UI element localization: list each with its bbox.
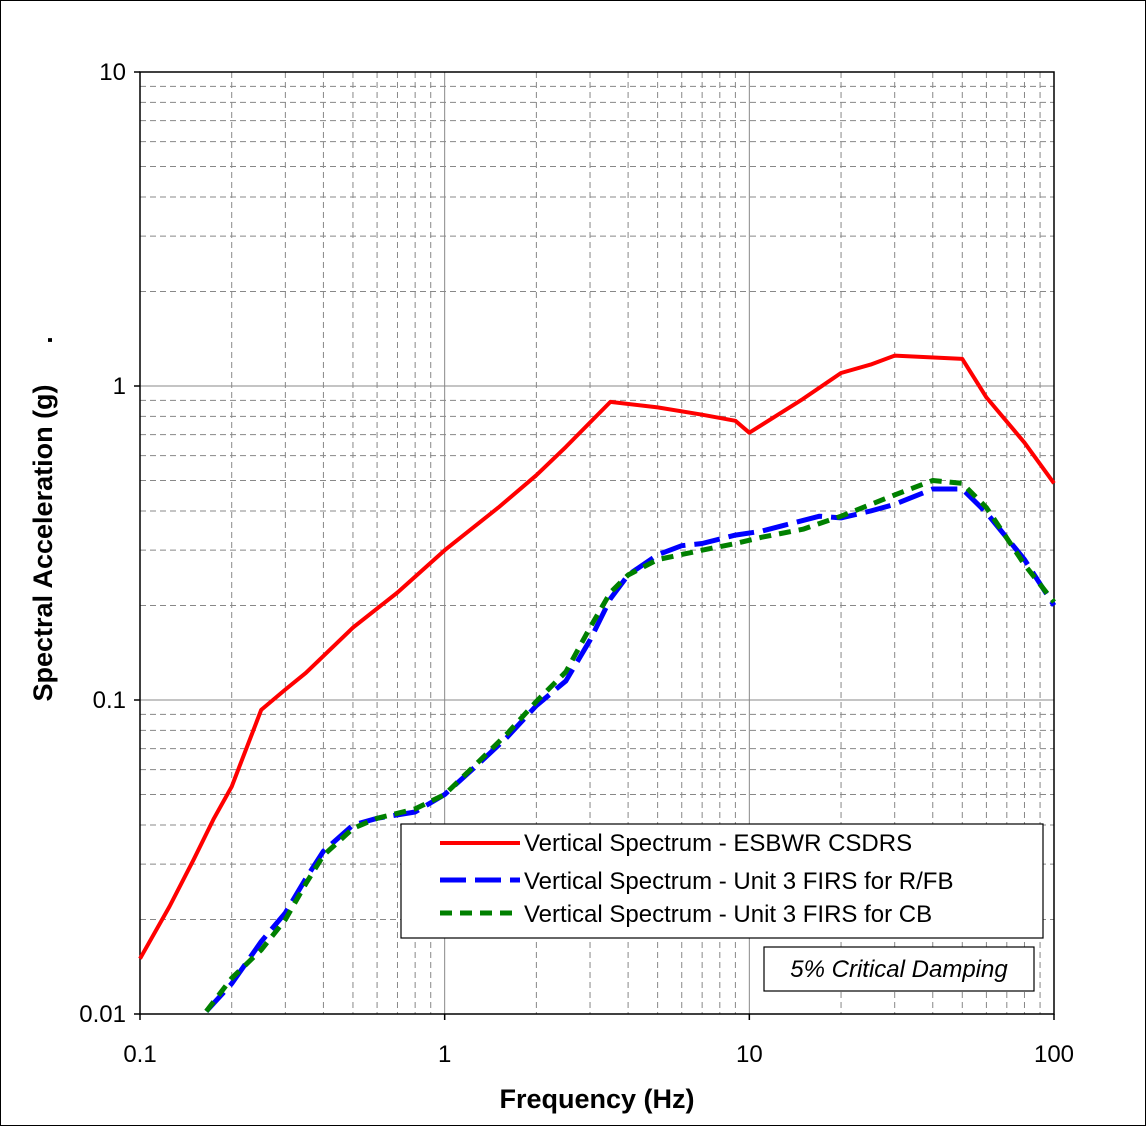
plot-area [139,71,1055,1015]
y-tick-label: 0.01 [79,1001,126,1028]
legend-label-csdrs: Vertical Spectrum - ESBWR CSDRS [524,830,912,857]
tick-labels: 0.1 1 10 100 0.01 0.1 1 10 [79,59,1074,1068]
legend-label-rfb: Vertical Spectrum - Unit 3 FIRS for R/FB [524,868,953,895]
damping-note: 5% Critical Damping [763,946,1035,992]
legend-label-cb: Vertical Spectrum - Unit 3 FIRS for CB [524,901,932,928]
x-axis-title: Frequency (Hz) [499,1084,694,1114]
x-tick-label: 10 [736,1041,763,1068]
series-line-0 [138,353,1056,960]
y-tick-label: 10 [99,59,126,86]
y-tick-label: 1 [113,373,126,400]
y-tick-label: 0.1 [93,687,126,714]
x-tick-label: 1 [438,1041,451,1068]
series-line-2 [204,478,1056,1013]
x-tick-label: 100 [1034,1041,1074,1068]
y-axis-title: Spectral Acceleration (g) [28,384,58,701]
legend: Vertical Spectrum - ESBWR CSDRS Vertical… [400,823,1044,939]
damping-note-box [763,946,1035,992]
y-axis-side-mark: . [28,336,58,344]
series-lines [138,353,1057,1013]
damping-note-text: 5% Critical Damping [790,956,1008,983]
x-tick-label: 0.1 [123,1041,156,1068]
